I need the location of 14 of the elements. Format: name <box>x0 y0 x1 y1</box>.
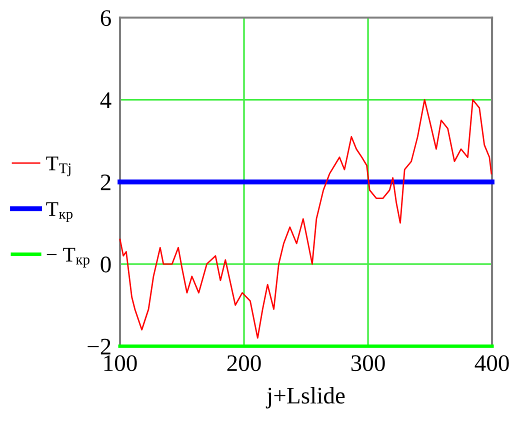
x-axis-title: j+Lslide <box>266 387 345 408</box>
line-series <box>119 99 492 339</box>
x-tick-label: 200 <box>227 355 261 372</box>
x-tick-label: 300 <box>351 355 385 372</box>
x-tick-label: 100 <box>104 355 137 372</box>
y-tick-label: 2 <box>100 174 110 190</box>
y-tick-label: −2 <box>88 338 110 354</box>
legend-label: T$_{Tj}$ <box>46 156 70 176</box>
y-tick-label: 4 <box>100 92 112 108</box>
y-tick-label: 6 <box>100 10 111 26</box>
x-tick-label: 400 <box>474 355 509 372</box>
legend-label: T$_{кр}$ <box>46 202 73 222</box>
y-tick-label: 0 <box>100 256 111 272</box>
legend-label: − T$_{кр}$ <box>46 248 90 268</box>
